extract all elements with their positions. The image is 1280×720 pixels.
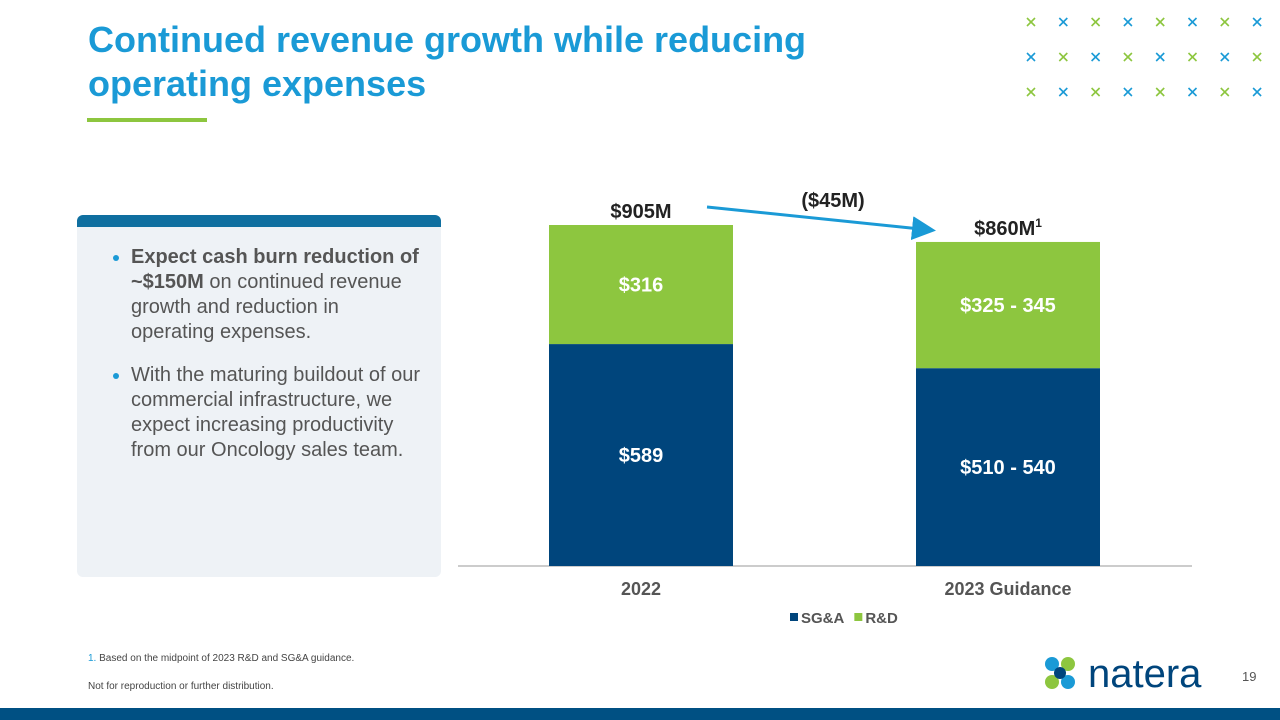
x-mark bbox=[1187, 87, 1198, 97]
bullet-bold: Expect cash burn reduction of ~$150M bbox=[131, 246, 419, 293]
x-stroke bbox=[1058, 52, 1068, 62]
total-label: $860M1 bbox=[974, 216, 1042, 240]
x-stroke bbox=[1187, 87, 1198, 97]
x-mark bbox=[1091, 17, 1101, 27]
value-label: $325 - 345 bbox=[960, 295, 1056, 317]
value-label: $510 - 540 bbox=[960, 457, 1056, 479]
bullet-list: Expect cash burn reduction of ~$150M on … bbox=[77, 245, 441, 463]
x-mark bbox=[1058, 87, 1068, 97]
footnote-number: 1. bbox=[88, 653, 97, 664]
x-stroke bbox=[1123, 52, 1133, 62]
total-note: 1 bbox=[1035, 216, 1042, 230]
logo-text: natera bbox=[1088, 652, 1202, 696]
legend-swatch bbox=[854, 613, 863, 621]
bullet: Expect cash burn reduction of ~$150M on … bbox=[131, 245, 421, 345]
legend-swatch bbox=[790, 613, 798, 621]
change-arrow bbox=[706, 205, 936, 241]
x-mark bbox=[1187, 17, 1198, 27]
x-stroke bbox=[1091, 87, 1101, 97]
bottom-bar bbox=[0, 708, 1280, 720]
x-mark bbox=[1091, 52, 1101, 62]
x-stroke bbox=[1252, 87, 1262, 97]
x-mark bbox=[1026, 17, 1036, 27]
x-mark bbox=[1155, 87, 1165, 97]
x-mark bbox=[1123, 52, 1133, 62]
panel-header bbox=[77, 215, 441, 227]
legend-label: SG&A bbox=[801, 610, 845, 627]
x-stroke bbox=[1155, 87, 1165, 97]
total-text: $860M bbox=[974, 218, 1035, 240]
bullet: With the maturing buildout of our commer… bbox=[131, 363, 421, 463]
x-stroke bbox=[1155, 52, 1165, 62]
total-text: $905M bbox=[610, 201, 671, 223]
bar-segment bbox=[916, 368, 1100, 566]
x-mark bbox=[1252, 52, 1262, 62]
x-mark bbox=[1155, 17, 1165, 27]
x-mark bbox=[1220, 17, 1230, 27]
x-stroke bbox=[1058, 17, 1068, 27]
x-stroke bbox=[1187, 17, 1198, 27]
x-stroke bbox=[1123, 17, 1133, 27]
x-mark bbox=[1026, 52, 1036, 62]
x-stroke bbox=[1155, 17, 1165, 27]
bar-segment bbox=[916, 241, 1100, 369]
total-label: $905M bbox=[610, 201, 671, 223]
bullet-text: With the maturing buildout of our commer… bbox=[131, 364, 421, 461]
title-rule bbox=[87, 118, 207, 122]
x-mark bbox=[1220, 52, 1230, 62]
legend-label: R&D bbox=[865, 610, 898, 627]
x-tick-label: 2022 bbox=[621, 579, 661, 599]
title: Continued revenue growth while reducing … bbox=[88, 19, 807, 104]
x-stroke bbox=[1252, 17, 1262, 27]
x-mark bbox=[1026, 87, 1036, 97]
x-mark bbox=[1091, 87, 1101, 97]
bar-segment bbox=[549, 344, 733, 566]
x-mark bbox=[1252, 87, 1262, 97]
x-stroke bbox=[1220, 87, 1230, 97]
x-stroke bbox=[1026, 52, 1036, 62]
x-mark bbox=[1058, 17, 1068, 27]
x-stroke bbox=[1058, 87, 1068, 97]
value-label: $589 bbox=[619, 445, 664, 467]
x-mark bbox=[1220, 87, 1230, 97]
text-panel: Expect cash burn reduction of ~$150M on … bbox=[77, 215, 441, 577]
x-stroke bbox=[1026, 87, 1036, 97]
x-pattern bbox=[1026, 17, 1262, 97]
bar-segment bbox=[549, 225, 733, 345]
bullet-text: on continued revenue growth and reductio… bbox=[131, 271, 402, 343]
x-stroke bbox=[1220, 52, 1230, 62]
change-label: ($45M) bbox=[801, 190, 864, 212]
footnote: 1. Based on the midpoint of 2023 R&D and… bbox=[88, 653, 354, 664]
footnote-text: Based on the midpoint of 2023 R&D and SG… bbox=[99, 653, 355, 664]
x-stroke bbox=[1026, 17, 1036, 27]
disclaimer: Not for reproduction or further distribu… bbox=[88, 681, 274, 692]
value-label: $316 bbox=[619, 275, 664, 297]
page-number: 19 bbox=[1242, 669, 1257, 684]
x-stroke bbox=[1220, 17, 1230, 27]
x-stroke bbox=[1252, 52, 1262, 62]
x-mark bbox=[1187, 52, 1198, 62]
x-mark bbox=[1123, 87, 1133, 97]
x-stroke bbox=[1091, 52, 1101, 62]
x-stroke bbox=[1091, 17, 1101, 27]
x-mark bbox=[1252, 17, 1262, 27]
logo: natera bbox=[1045, 652, 1202, 696]
x-mark bbox=[1058, 52, 1068, 62]
x-tick-label: 2023 Guidance bbox=[944, 579, 1071, 599]
x-mark bbox=[1155, 52, 1165, 62]
x-mark bbox=[1123, 17, 1133, 27]
x-stroke bbox=[1123, 87, 1133, 97]
x-stroke bbox=[1187, 52, 1198, 62]
